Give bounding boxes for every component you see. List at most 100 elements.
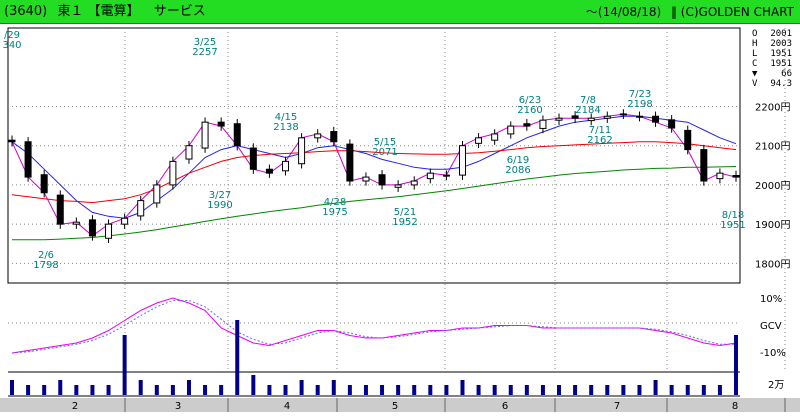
candle-body [491, 133, 499, 141]
oscillator-label: 10% [760, 294, 782, 305]
candle-body [346, 143, 354, 182]
oscillator-label: -10% [760, 348, 786, 359]
annotation-date: 8/18 [722, 210, 744, 221]
x-tick-label: 2 [72, 401, 78, 412]
ohlc-row-value: 2001 [770, 29, 792, 39]
annotation-price: 2071 [372, 147, 397, 158]
annotation-date: 6/19 [507, 155, 529, 166]
volume-bar [74, 385, 79, 395]
candle-body [732, 175, 740, 178]
candle-body [571, 115, 579, 119]
volume-bar [460, 380, 465, 395]
annotation-date: 7/11 [589, 125, 611, 136]
volume-bar [524, 385, 529, 395]
candle-body [523, 123, 531, 127]
candle-body [378, 174, 386, 186]
volume-bar [235, 320, 240, 395]
candle-body [105, 223, 113, 239]
oscillator-label: GCV [760, 321, 782, 332]
y-tick-label: 1800円 [755, 259, 790, 270]
ohlc-row-label: H [752, 39, 757, 49]
volume-bar [58, 380, 63, 395]
candle-body [298, 137, 306, 165]
volume-bar [138, 380, 143, 395]
candle-body [362, 176, 370, 182]
volume-bar [734, 335, 738, 395]
ohlc-row-value: 94.3 [770, 79, 792, 89]
volume-bar [476, 385, 481, 395]
header-right: 〜(14/08/18) ‖ (C)GOLDEN CHART [586, 0, 794, 24]
volume-bar [573, 385, 578, 395]
volume-bar [42, 385, 47, 395]
candle-body [635, 115, 643, 118]
candle-body [72, 221, 80, 225]
candle-body [410, 180, 418, 186]
volume-bar [637, 385, 642, 395]
candle-body [587, 117, 595, 122]
annotation-date: 4/15 [275, 112, 297, 123]
annotation-price: 1952 [392, 217, 417, 228]
ohlc-row-label: L [752, 49, 757, 59]
x-tick-label: 5 [392, 401, 398, 412]
candle-body [265, 168, 273, 174]
volume-label: 2万 [768, 380, 784, 391]
ohlc-row-value: 1951 [770, 59, 792, 69]
ma-long-red-line [11, 141, 737, 204]
annotation-price: 1951 [720, 220, 745, 231]
annotation-price: 1975 [322, 207, 347, 218]
volume-bar [621, 385, 626, 395]
volume-bar [122, 335, 127, 395]
candle-body [330, 131, 338, 143]
volume-bar [589, 385, 594, 395]
candle-body [652, 115, 660, 123]
x-tick-label: 3 [175, 401, 181, 412]
candle-body [426, 172, 434, 180]
annotation-price: 1990 [207, 200, 232, 211]
y-tick-label: 2000円 [755, 181, 790, 192]
volume-bar [363, 385, 368, 395]
volume-bar [685, 385, 690, 395]
candle-body [249, 147, 257, 170]
candle-body [153, 184, 161, 204]
annotation-date: 7/8 [580, 95, 596, 106]
x-tick-label: 6 [502, 401, 508, 412]
volume-bar [717, 385, 722, 395]
volume-bar [396, 385, 401, 395]
candle-body [314, 133, 322, 139]
volume-bar [186, 380, 191, 395]
candle-body [394, 184, 402, 188]
volume-bar [26, 385, 31, 395]
candle-body [507, 125, 515, 135]
volume-bar [170, 385, 175, 395]
candle-body [185, 145, 193, 160]
ma-short-line [11, 113, 737, 237]
volume-bar [508, 385, 513, 395]
volume-bar [557, 385, 562, 395]
volume-bar [492, 385, 497, 395]
candle-body [88, 219, 96, 237]
annotation-price: 340 [2, 40, 21, 51]
volume-bar [154, 385, 159, 395]
stock-title: (3640) 東１ 【電算】 サービス [4, 0, 206, 24]
market-name: 東１ [57, 4, 84, 19]
volume-bar [428, 385, 433, 395]
volume-bar [10, 380, 14, 395]
volume-bar [540, 385, 545, 395]
ohlc-row-value: 1951 [770, 49, 792, 59]
candle-body [539, 119, 547, 129]
x-tick-label: 8 [732, 401, 738, 412]
annotation-price: 2257 [192, 47, 217, 58]
oscillator-signal-line [11, 300, 736, 354]
volume-bar [106, 385, 111, 395]
annotation-price: 2086 [505, 165, 530, 176]
y-tick-label: 2200円 [755, 102, 790, 113]
candle-body [282, 160, 290, 172]
annotation-date: 3/27 [209, 190, 231, 201]
ohlc-row-label: C [752, 59, 757, 69]
annotation-date: /29 [4, 30, 20, 41]
y-tick-label: 1900円 [755, 220, 790, 231]
volume-bar [315, 385, 320, 395]
volume-bar [653, 380, 658, 395]
ma-long-green-line [12, 166, 737, 241]
